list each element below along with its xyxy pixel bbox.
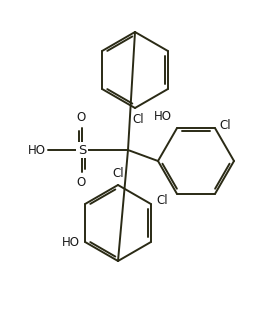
Text: HO: HO: [154, 110, 172, 123]
Text: Cl: Cl: [132, 113, 144, 126]
Text: Cl: Cl: [112, 167, 124, 180]
Text: HO: HO: [62, 236, 80, 248]
Text: Cl: Cl: [156, 195, 168, 208]
Text: Cl: Cl: [219, 119, 231, 132]
Text: O: O: [76, 176, 86, 189]
Text: O: O: [76, 111, 86, 124]
Text: S: S: [78, 143, 86, 156]
Text: HO: HO: [28, 143, 46, 156]
